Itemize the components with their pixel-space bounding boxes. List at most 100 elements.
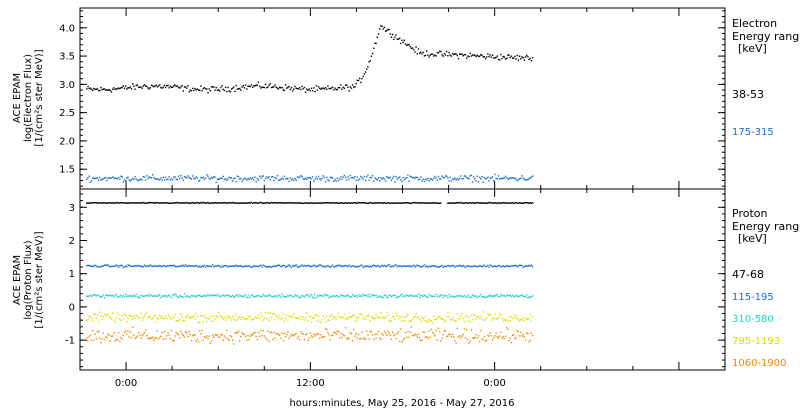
data-point-1060-1900 — [313, 333, 315, 335]
data-point-115-195 — [184, 264, 187, 266]
data-point-47-68 — [526, 202, 528, 204]
data-point-310-580 — [366, 294, 368, 296]
data-point-1060-1900 — [291, 335, 294, 337]
data-point-115-195 — [203, 264, 206, 266]
data-point-1060-1900 — [213, 336, 215, 338]
data-point-47-68 — [330, 202, 333, 204]
data-point-38-53 — [294, 85, 296, 88]
data-point-175-315 — [99, 176, 101, 179]
data-point-1060-1900 — [476, 337, 478, 339]
data-point-175-315 — [309, 176, 311, 179]
data-point-1060-1900 — [286, 333, 288, 336]
data-point-175-315 — [415, 176, 417, 178]
data-point-115-195 — [340, 265, 342, 268]
data-point-115-195 — [334, 265, 336, 268]
data-point-47-68 — [279, 202, 281, 204]
data-point-115-195 — [96, 266, 99, 268]
data-point-175-315 — [303, 178, 306, 180]
data-point-38-53 — [93, 87, 95, 90]
data-point-1060-1900 — [236, 331, 239, 334]
data-point-795-1193 — [486, 317, 488, 319]
data-point-310-580 — [243, 295, 246, 297]
data-point-175-315 — [107, 177, 109, 179]
data-point-795-1193 — [356, 319, 358, 321]
data-point-1060-1900 — [497, 337, 500, 339]
data-point-1060-1900 — [166, 335, 168, 337]
data-point-115-195 — [524, 265, 527, 267]
data-point-38-53 — [420, 51, 422, 53]
data-point-310-580 — [255, 295, 257, 297]
data-point-310-580 — [404, 295, 407, 298]
data-point-795-1193 — [287, 319, 289, 321]
data-point-310-580 — [384, 294, 387, 297]
data-point-38-53 — [281, 86, 283, 89]
data-point-310-580 — [290, 294, 293, 297]
data-point-1060-1900 — [513, 333, 515, 336]
data-point-47-68 — [273, 202, 275, 204]
data-point-38-53 — [349, 86, 351, 88]
data-point-310-580 — [427, 296, 429, 298]
data-point-38-53 — [437, 52, 440, 54]
data-point-47-68 — [419, 202, 421, 204]
data-point-38-53 — [92, 89, 94, 91]
data-point-1060-1900 — [174, 335, 176, 337]
data-point-38-53 — [340, 84, 342, 86]
data-point-115-195 — [136, 264, 139, 267]
data-point-38-53 — [186, 87, 188, 89]
data-point-310-580 — [431, 295, 434, 297]
data-point-38-53 — [103, 88, 106, 90]
data-point-310-580 — [374, 294, 376, 297]
data-point-38-53 — [516, 54, 518, 57]
data-point-1060-1900 — [162, 338, 164, 340]
data-point-175-315 — [344, 176, 347, 179]
data-point-47-68 — [210, 202, 213, 204]
data-point-310-580 — [515, 294, 517, 296]
data-point-795-1193 — [404, 316, 407, 318]
data-point-1060-1900 — [190, 339, 193, 342]
data-point-47-68 — [467, 202, 469, 204]
data-point-115-195 — [204, 266, 207, 268]
data-point-310-580 — [274, 295, 276, 297]
data-point-795-1193 — [230, 319, 233, 321]
data-point-115-195 — [369, 265, 371, 267]
data-point-795-1193 — [240, 318, 242, 321]
data-point-1060-1900 — [90, 339, 93, 341]
data-point-47-68 — [266, 202, 268, 204]
data-point-38-53 — [476, 54, 478, 56]
data-point-310-580 — [273, 295, 275, 298]
data-point-115-195 — [236, 265, 239, 267]
data-point-310-580 — [260, 296, 262, 298]
data-point-38-53 — [130, 88, 133, 90]
data-point-38-53 — [161, 87, 163, 89]
data-point-38-53 — [441, 54, 443, 56]
data-point-115-195 — [256, 265, 259, 268]
data-point-175-315 — [209, 178, 211, 180]
data-point-175-315 — [317, 175, 320, 178]
data-point-1060-1900 — [402, 339, 404, 341]
data-point-175-315 — [497, 175, 500, 177]
data-point-175-315 — [531, 175, 534, 177]
data-point-1060-1900 — [362, 338, 364, 340]
data-point-310-580 — [428, 293, 430, 296]
data-point-795-1193 — [237, 316, 240, 318]
data-point-795-1193 — [105, 315, 107, 317]
data-point-175-315 — [478, 176, 481, 178]
data-point-38-53 — [277, 88, 280, 90]
data-point-175-315 — [270, 176, 273, 178]
data-point-38-53 — [297, 88, 300, 90]
data-point-115-195 — [87, 264, 89, 266]
data-point-175-315 — [331, 177, 334, 179]
data-point-175-315 — [404, 177, 407, 179]
data-point-47-68 — [315, 202, 317, 204]
data-point-47-68 — [94, 202, 96, 204]
data-point-47-68 — [413, 202, 415, 204]
data-point-175-315 — [126, 177, 128, 179]
data-point-175-315 — [488, 180, 490, 182]
data-point-795-1193 — [301, 318, 303, 321]
data-point-310-580 — [220, 296, 222, 298]
data-point-115-195 — [508, 265, 510, 267]
data-point-175-315 — [281, 177, 283, 179]
data-point-115-195 — [220, 266, 222, 269]
data-point-47-68 — [401, 202, 403, 204]
data-point-115-195 — [122, 266, 124, 269]
